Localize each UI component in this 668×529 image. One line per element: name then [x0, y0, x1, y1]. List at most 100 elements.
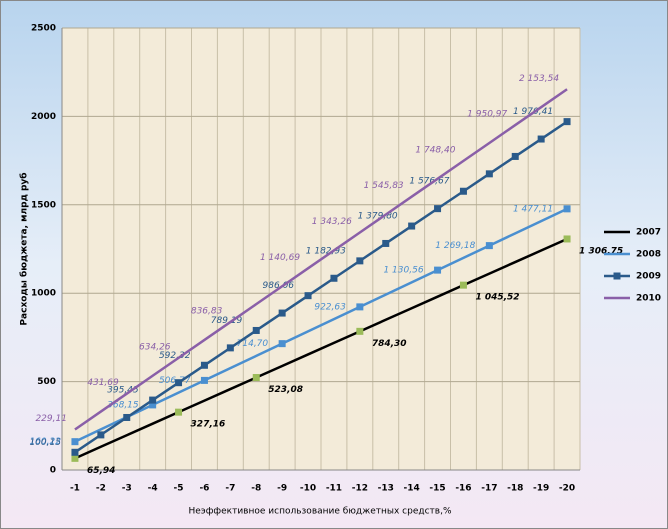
legend-label: 2008 [636, 250, 661, 260]
x-axis-label: Неэффективное использование бюджетных ср… [188, 507, 451, 517]
data-label: 327,16 [191, 420, 226, 430]
x-tick-label: -11 [326, 484, 342, 494]
marker [485, 170, 493, 178]
data-label: 2 153,54 [519, 74, 559, 84]
data-label: 506,77 [159, 376, 191, 386]
line-series [74, 88, 568, 431]
marker [330, 274, 338, 282]
data-label: 592,32 [159, 351, 191, 361]
marker [97, 431, 105, 439]
x-tick-label: -8 [251, 484, 261, 494]
legend-marker [613, 272, 621, 280]
marker [149, 396, 157, 404]
x-tick-label: -3 [122, 484, 132, 494]
data-label: 784,30 [372, 339, 407, 349]
marker [123, 413, 131, 421]
x-tick-label: -18 [507, 484, 523, 494]
x-tick-label: -12 [352, 484, 368, 494]
marker [434, 266, 442, 274]
x-tick-label: -1 [70, 484, 80, 494]
y-tick-label: 1500 [31, 200, 56, 210]
marker [71, 448, 79, 456]
data-label: 65,94 [87, 466, 115, 476]
line-series [74, 207, 568, 443]
data-label: 1 379,80 [358, 212, 398, 222]
data-label: 1 477,11 [513, 204, 553, 214]
x-tick-label: -10 [300, 484, 316, 494]
data-label: 1 269,18 [435, 241, 475, 251]
x-tick-label: -20 [559, 484, 575, 494]
marker [459, 281, 467, 289]
marker [408, 222, 416, 230]
marker [537, 135, 545, 143]
data-label: 922,63 [314, 302, 346, 312]
line-series [74, 237, 568, 460]
data-label: 1 343,26 [312, 217, 352, 227]
line-series [74, 120, 568, 454]
x-tick-label: -7 [225, 484, 235, 494]
legend-label: 2009 [636, 272, 661, 282]
x-tick-label: -5 [174, 484, 184, 494]
y-tick-label: 2000 [31, 112, 56, 122]
y-tick-label: 0 [50, 466, 56, 476]
legend-label: 2010 [636, 294, 661, 304]
y-axis-label: Расходы бюджета, млрд руб [19, 172, 30, 325]
data-label: 1 140,69 [260, 253, 300, 263]
marker [563, 205, 571, 213]
data-label: 1 576,67 [409, 177, 449, 187]
y-tick-label: 1000 [31, 289, 56, 299]
data-label: 1 306,75 [579, 246, 623, 256]
marker [200, 361, 208, 369]
data-label: 986,06 [263, 281, 295, 291]
marker [71, 438, 79, 446]
marker [175, 379, 183, 387]
marker [434, 205, 442, 213]
data-label: 1 545,83 [364, 181, 404, 191]
marker [71, 454, 79, 462]
y-tick-label: 500 [37, 377, 56, 387]
data-label: 789,19 [211, 316, 243, 326]
x-tick-label: -14 [404, 484, 420, 494]
data-label: 100,15 [29, 438, 61, 448]
marker [252, 326, 260, 334]
data-label: 836,83 [191, 307, 223, 317]
data-label: 1 748,40 [415, 145, 455, 155]
x-tick-label: -6 [199, 484, 209, 494]
marker [149, 401, 157, 409]
data-label: 1 950,97 [467, 110, 507, 120]
marker [278, 340, 286, 348]
data-label: 634,26 [139, 342, 171, 352]
x-tick-label: -17 [481, 484, 497, 494]
marker [459, 187, 467, 195]
marker [200, 376, 208, 384]
marker [356, 327, 364, 335]
marker [356, 257, 364, 265]
marker [304, 292, 312, 300]
x-tick-label: -4 [148, 484, 158, 494]
data-label: 395,45 [107, 386, 139, 396]
data-label: 368,15 [107, 400, 139, 410]
marker [382, 239, 390, 247]
data-label: 523,08 [268, 385, 303, 395]
x-tick-label: -9 [277, 484, 287, 494]
data-label: 1 182,93 [306, 246, 346, 256]
legend-label: 2007 [636, 228, 661, 238]
data-label: 1 045,52 [475, 293, 519, 303]
x-tick-label: -15 [429, 484, 445, 494]
x-tick-label: -16 [455, 484, 471, 494]
marker [252, 374, 260, 382]
data-label: 160,22 [29, 437, 61, 447]
data-label: 1 130,56 [383, 266, 423, 276]
marker [563, 118, 571, 126]
marker [511, 152, 519, 160]
marker [563, 235, 571, 243]
marker [485, 242, 493, 250]
marker [356, 303, 364, 311]
x-tick-label: -2 [96, 484, 106, 494]
data-label: 431,69 [87, 378, 119, 388]
y-tick-label: 2500 [31, 24, 56, 34]
marker [278, 309, 286, 317]
x-tick-label: -19 [533, 484, 549, 494]
data-label: 229,11 [35, 414, 67, 424]
